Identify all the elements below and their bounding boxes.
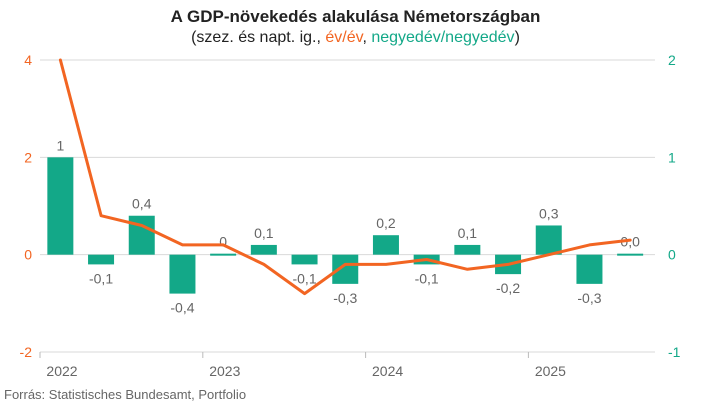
bar-data-label: 0 bbox=[219, 234, 227, 250]
right-axis-tick-label: 1 bbox=[668, 149, 676, 165]
bar-data-label: -0,4 bbox=[170, 300, 194, 316]
bar-data-label: -0,1 bbox=[89, 270, 113, 286]
bar-data-label: -0,3 bbox=[333, 290, 357, 306]
bar bbox=[169, 254, 196, 294]
bar bbox=[250, 244, 277, 255]
right-axis-tick-label: 2 bbox=[668, 52, 676, 68]
subtitle-line-name: év/év bbox=[325, 29, 363, 46]
x-axis-tick-label: 2023 bbox=[209, 363, 240, 379]
bar-data-label: -0,3 bbox=[577, 290, 601, 306]
chart-title: A GDP-növekedés alakulása Németországban bbox=[170, 7, 541, 26]
subtitle-prefix: (szez. és napt. ig., bbox=[191, 29, 326, 46]
bar bbox=[617, 253, 644, 256]
x-axis-tick-label: 2025 bbox=[535, 363, 566, 379]
left-axis-tick-label: 4 bbox=[24, 52, 32, 68]
left-axis-tick-label: 2 bbox=[24, 149, 32, 165]
right-axis-tick-label: -1 bbox=[668, 344, 681, 360]
x-axis-tick-label: 2022 bbox=[46, 363, 77, 379]
subtitle-suffix: ) bbox=[514, 29, 520, 46]
subtitle-separator: , bbox=[362, 29, 372, 46]
left-axis-tick-label: 0 bbox=[24, 247, 32, 263]
bar-data-label: 0,4 bbox=[132, 196, 152, 212]
yoy-line bbox=[58, 58, 632, 296]
bar-data-label: -0,1 bbox=[415, 270, 439, 286]
bar bbox=[576, 254, 603, 284]
bar bbox=[535, 225, 562, 255]
bar-data-label: -0,2 bbox=[496, 280, 520, 296]
chart-subtitle: (szez. és napt. ig., év/év, negyedév/neg… bbox=[0, 28, 711, 48]
bar-data-label: 0,1 bbox=[254, 225, 274, 241]
bar-data-label: 0,0 bbox=[620, 234, 640, 250]
bar bbox=[454, 244, 481, 255]
bar-data-label: 0,1 bbox=[458, 225, 478, 241]
bar bbox=[210, 253, 237, 256]
bar bbox=[291, 254, 318, 265]
left-axis-tick-label: -2 bbox=[20, 344, 33, 360]
bar bbox=[128, 215, 155, 255]
bar bbox=[47, 157, 74, 255]
x-axis-tick-label: 2024 bbox=[372, 363, 403, 379]
chart-header: A GDP-növekedés alakulása Németországban… bbox=[0, 6, 711, 48]
right-axis-tick-label: 0 bbox=[668, 247, 676, 263]
bar-data-label: 1 bbox=[56, 137, 64, 153]
source-note: Forrás: Statistisches Bundesamt, Portfol… bbox=[4, 387, 247, 402]
bar-data-label: 0,2 bbox=[376, 215, 396, 231]
bar-data-label: -0,1 bbox=[292, 270, 316, 286]
bar-data-label: 0,3 bbox=[539, 205, 559, 221]
subtitle-bar-name: negyedév/negyedév bbox=[371, 29, 515, 46]
bar bbox=[88, 254, 115, 265]
bar bbox=[372, 235, 399, 255]
